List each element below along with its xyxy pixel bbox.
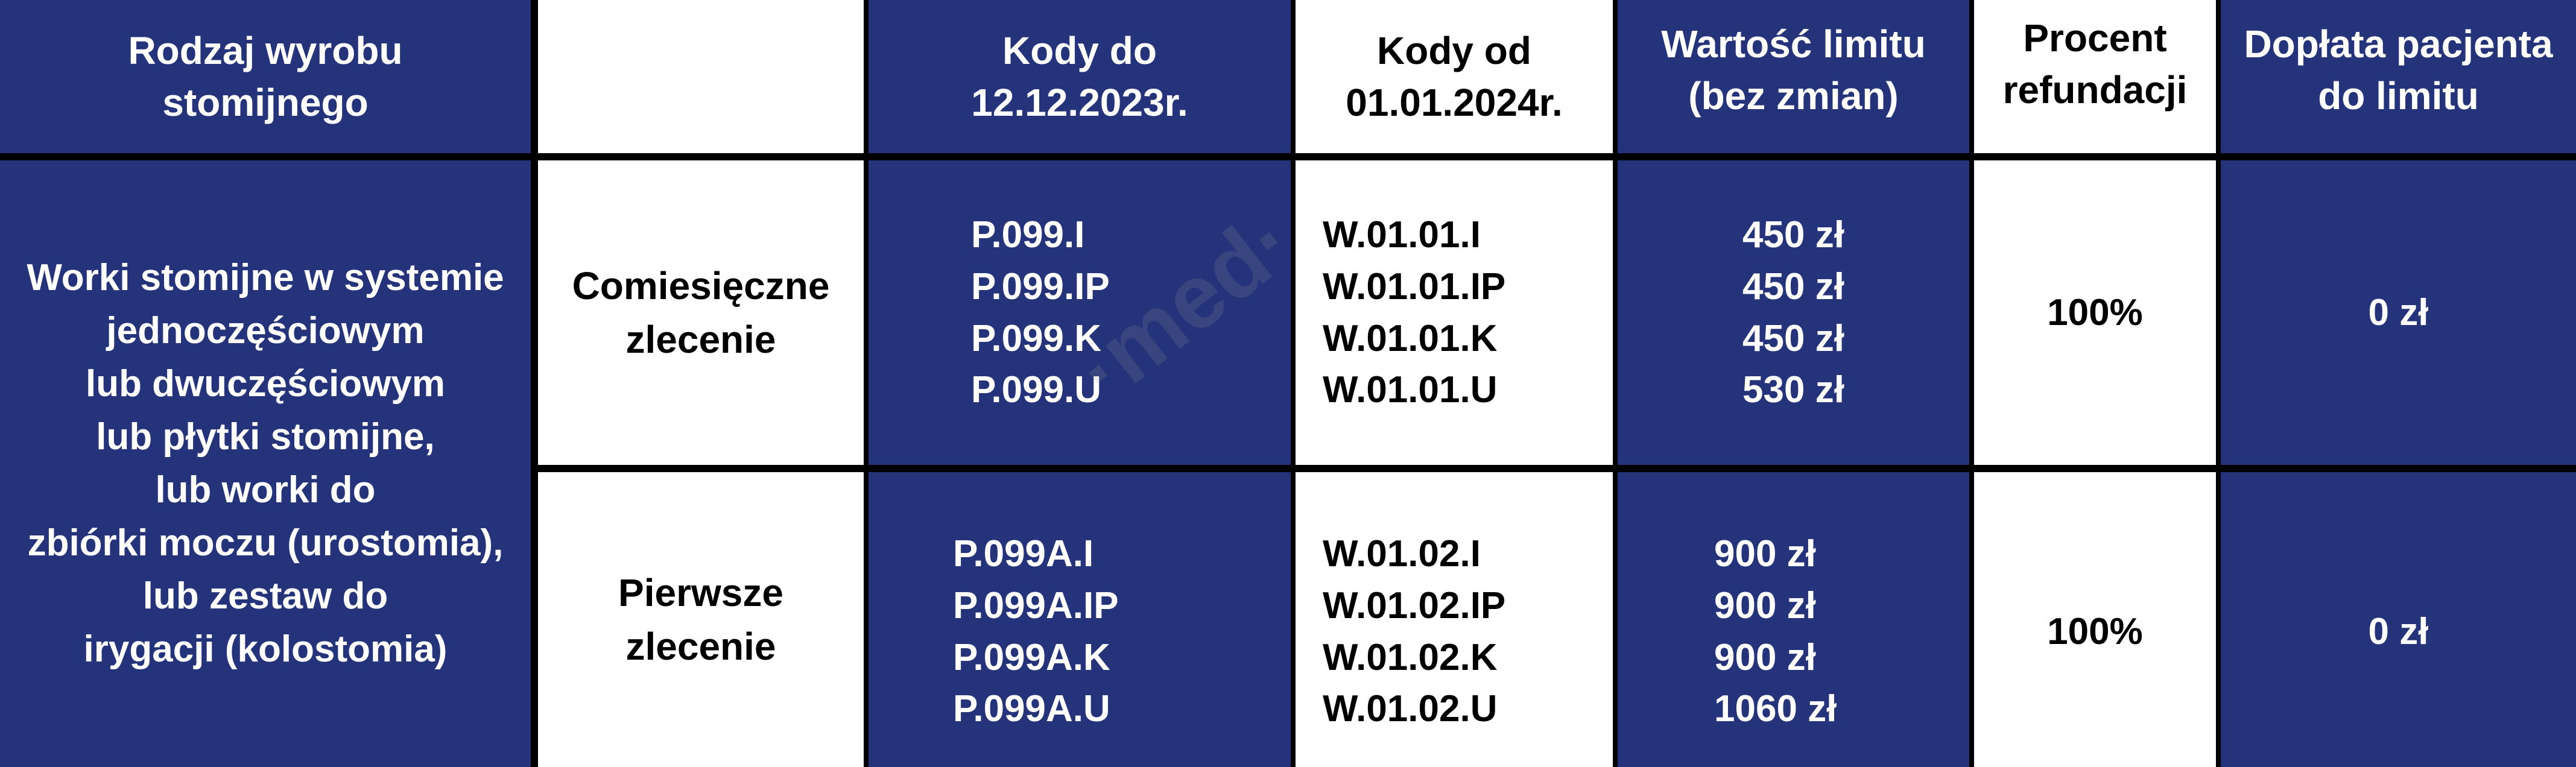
row2-limits: 900 zł 900 zł 900 zł 1060 zł xyxy=(1618,472,1969,767)
limit-value: 530 zł xyxy=(1742,369,1844,411)
code: P.099.K xyxy=(971,317,1102,359)
limit-value: 900 zł xyxy=(1714,584,1816,627)
description-line: irygacji (kolostomia) xyxy=(83,628,448,671)
header-text: 01.01.2024r. xyxy=(1346,81,1563,124)
copay-value: 0 zł xyxy=(2368,291,2429,333)
row1-order-type: Comiesięczne zlecenie xyxy=(538,160,864,465)
row1-codes-old: P.099.I P.099.IP P.099.K P.099.U xyxy=(869,160,1291,465)
header-text: Rodzaj wyrobu xyxy=(128,28,403,72)
description-line: lub worki do xyxy=(155,469,376,511)
code: W.01.01.I xyxy=(1323,214,1481,256)
code: P.099.IP xyxy=(971,265,1110,308)
product-description: Worki stomijne w systemie jednoczęściowy… xyxy=(0,160,531,767)
description-line: lub zestaw do xyxy=(142,575,388,617)
code: P.099.U xyxy=(971,369,1102,411)
row1-patient-copay: 0 zł xyxy=(2221,160,2576,465)
header-text: Kody od xyxy=(1377,28,1531,72)
header-text: Procent xyxy=(2023,16,2167,60)
row2-codes-old: P.099A.I P.099A.IP P.099A.K P.099A.U xyxy=(869,472,1291,767)
refund-percent-value: 100% xyxy=(2047,291,2143,333)
refund-percent-value: 100% xyxy=(2047,610,2143,652)
header-patient-copay: Dopłata pacjenta do limitu xyxy=(2221,0,2576,153)
header-text: (bez zmian) xyxy=(1688,74,1899,118)
limit-value: 1060 zł xyxy=(1714,688,1837,730)
order-type-text: Comiesięczne xyxy=(572,264,830,308)
description-line: lub płytki stomijne, xyxy=(96,415,435,458)
code: W.01.01.IP xyxy=(1323,265,1506,308)
header-limit-value: Wartość limitu (bez zmian) xyxy=(1618,0,1969,153)
row1-refund-percent: 100% xyxy=(1974,160,2216,465)
code: P.099A.I xyxy=(953,533,1094,575)
code: W.01.02.IP xyxy=(1323,584,1506,627)
description-line: Worki stomijne w systemie xyxy=(27,256,504,298)
limit-value: 900 zł xyxy=(1714,636,1816,678)
header-empty xyxy=(538,0,864,153)
header-product-type: Rodzaj wyrobu stomijnego xyxy=(0,0,531,153)
row2-patient-copay: 0 zł xyxy=(2221,472,2576,767)
code: P.099A.K xyxy=(953,636,1110,678)
description-line: lub dwuczęściowym xyxy=(85,362,446,405)
header-text: do limitu xyxy=(2318,74,2479,118)
limit-value: 900 zł xyxy=(1714,533,1816,575)
code: W.01.02.I xyxy=(1323,533,1481,575)
code: P.099A.IP xyxy=(953,584,1119,627)
code: P.099A.U xyxy=(953,688,1110,730)
limit-value: 450 zł xyxy=(1742,265,1844,308)
code: W.01.02.U xyxy=(1323,688,1498,730)
header-text: refundacji xyxy=(2002,68,2188,112)
description-line: zbiórki moczu (urostomia), xyxy=(27,522,504,564)
header-text: Wartość limitu xyxy=(1661,22,1926,66)
copay-value: 0 zł xyxy=(2368,610,2429,652)
order-type-text: Pierwsze xyxy=(618,571,783,615)
row2-order-type: Pierwsze zlecenie xyxy=(538,472,864,767)
code: W.01.01.K xyxy=(1323,317,1498,359)
header-codes-new: Kody od 01.01.2024r. xyxy=(1296,0,1613,153)
header-text: Kody do xyxy=(1002,28,1157,72)
description-line: jednoczęściowym xyxy=(106,309,425,352)
code: P.099.I xyxy=(971,214,1085,256)
header-text: stomijnego xyxy=(162,81,369,124)
header-refund-percent: Procent refundacji xyxy=(1974,0,2216,153)
row1-limits: 450 zł 450 zł 450 zł 530 zł xyxy=(1618,160,1969,465)
row2-codes-new: W.01.02.I W.01.02.IP W.01.02.K W.01.02.U xyxy=(1296,472,1613,767)
limit-value: 450 zł xyxy=(1742,214,1844,256)
limit-value: 450 zł xyxy=(1742,317,1844,359)
row1-codes-new: W.01.01.I W.01.01.IP W.01.01.K W.01.01.U xyxy=(1296,160,1613,465)
code: W.01.01.U xyxy=(1323,369,1498,411)
row2-refund-percent: 100% xyxy=(1974,472,2216,767)
header-text: 12.12.2023r. xyxy=(971,81,1188,124)
order-type-text: zlecenie xyxy=(625,317,776,361)
order-type-text: zlecenie xyxy=(625,624,776,668)
header-codes-old: Kody do 12.12.2023r. xyxy=(869,0,1291,153)
code: W.01.02.K xyxy=(1323,636,1498,678)
header-text: Dopłata pacjenta xyxy=(2244,22,2553,66)
